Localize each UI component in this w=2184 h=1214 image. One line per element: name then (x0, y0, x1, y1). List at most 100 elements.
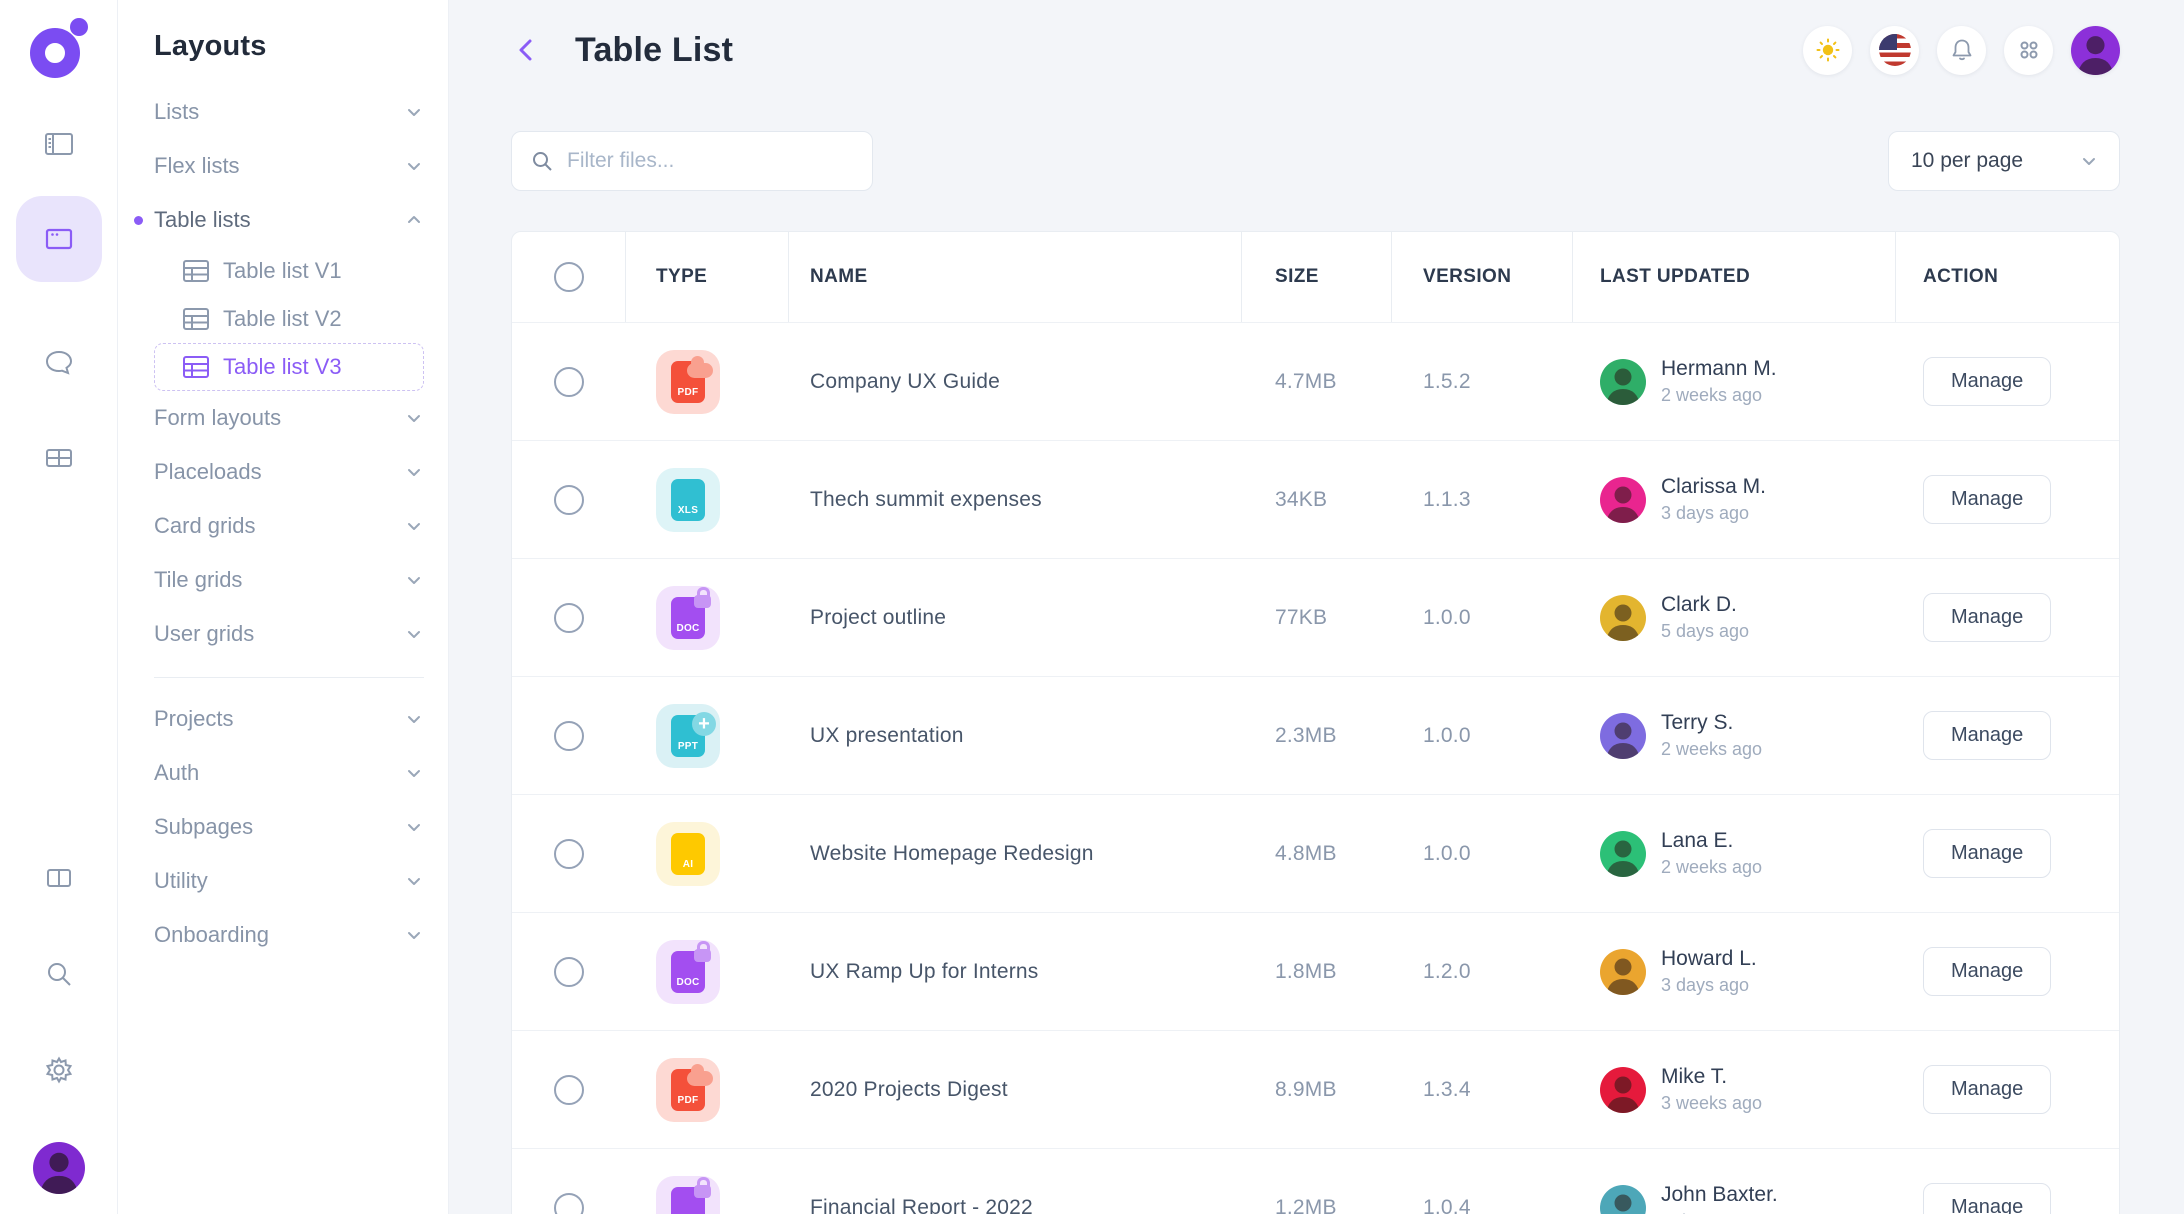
row-checkbox[interactable] (554, 366, 584, 397)
user-avatar (1600, 712, 1646, 759)
file-type-label: PPT (677, 740, 699, 752)
file-version: 1.3.4 (1423, 1077, 1471, 1101)
file-version: 1.2.0 (1423, 959, 1471, 983)
row-checkbox[interactable] (554, 956, 584, 987)
user-avatar (1600, 1184, 1646, 1214)
sidebar-group-item[interactable]: Onboarding (154, 908, 424, 962)
sidebar-item-label: Table list V3 (223, 354, 342, 379)
row-checkbox[interactable] (554, 484, 584, 515)
sidebar-group-item[interactable]: Utility (154, 854, 424, 908)
manage-button[interactable]: Manage (1923, 947, 2052, 996)
chevron-down-icon (408, 770, 420, 777)
row-checkbox[interactable] (554, 838, 584, 869)
sidebar: Layouts Lists Flex lists Table lists Tab… (118, 0, 449, 1214)
chevron-down-icon (408, 216, 420, 223)
sidebar-group-item[interactable]: Projects (154, 692, 424, 746)
table-row: DOC Project outline 77KB 1.0.0 Clark D. … (512, 558, 2119, 676)
sidebar-item-label: Auth (154, 760, 200, 785)
user-avatar (1600, 1066, 1646, 1113)
app-logo[interactable] (28, 18, 90, 80)
column-header-type: TYPE (626, 232, 789, 322)
apps-button[interactable] (2004, 25, 2053, 75)
row-checkbox[interactable] (554, 720, 584, 751)
file-type-label: DOC (676, 622, 700, 634)
file-type-icon: PPT + (656, 703, 720, 768)
grid-icon[interactable] (43, 442, 75, 474)
manage-button[interactable]: Manage (1923, 829, 2052, 878)
sidebar-item-label: Projects (154, 706, 234, 731)
window-icon-active[interactable] (15, 196, 102, 282)
file-size: 2.3MB (1275, 723, 1337, 747)
theme-toggle-button[interactable] (1803, 25, 1852, 75)
header-user-avatar[interactable] (2071, 25, 2120, 75)
apps-grid-icon (2020, 41, 2037, 59)
file-type-badge-icon (694, 940, 711, 962)
sidebar-group-item[interactable]: Subpages (154, 800, 424, 854)
sidebar-group-item[interactable]: Table lists (134, 193, 424, 247)
sidebar-group-item[interactable]: Placeloads (154, 445, 424, 499)
sidebar-group-item[interactable]: Lists (154, 85, 424, 139)
manage-button[interactable]: Manage (1923, 1183, 2052, 1214)
rail-user-avatar[interactable] (32, 1142, 85, 1194)
select-all-checkbox[interactable] (553, 262, 584, 292)
sidebar-group-item[interactable]: Form layouts (154, 391, 424, 445)
sidebar-sub-item[interactable]: Table list V3 (154, 343, 424, 391)
updated-time: 3 weeks ago (1661, 1093, 1763, 1113)
file-version: 1.0.0 (1423, 723, 1471, 747)
back-chevron-icon[interactable] (511, 35, 541, 65)
notifications-button[interactable] (1937, 25, 1986, 75)
bell-icon (1952, 39, 1971, 61)
manage-button[interactable]: Manage (1923, 711, 2052, 760)
language-button[interactable] (1870, 25, 1919, 75)
file-type-icon: PDF (656, 1057, 720, 1122)
file-type-icon: DOC (656, 939, 720, 1004)
file-version: 1.0.4 (1423, 1195, 1471, 1214)
file-type-icon: XLS (656, 467, 720, 532)
gear-icon[interactable] (43, 1054, 75, 1086)
file-type-icon: DOC (656, 1175, 720, 1214)
file-type-icon: AI (656, 821, 720, 886)
file-version: 1.1.3 (1423, 487, 1471, 511)
table-header: TYPE NAME SIZE VERSION LAST UPDATED ACTI… (512, 232, 2119, 322)
table-row: XLS Thech summit expenses 34KB 1.1.3 Cla… (512, 440, 2119, 558)
user-avatar (1600, 594, 1646, 641)
manage-button[interactable]: Manage (1923, 475, 2052, 524)
columns-icon[interactable] (43, 862, 75, 894)
search-icon[interactable] (43, 958, 75, 990)
sidebar-group-item[interactable]: Tile grids (154, 553, 424, 607)
sidebar-sub-item[interactable]: Table list V1 (154, 247, 424, 295)
row-checkbox[interactable] (554, 1192, 584, 1214)
sidebar-item-label: Lists (154, 99, 200, 124)
chevron-down-icon (408, 415, 420, 422)
per-page-select[interactable]: 10 per page (1888, 131, 2120, 191)
sidebar-sub-item[interactable]: Table list V2 (154, 295, 424, 343)
file-size: 77KB (1275, 605, 1328, 629)
sidebar-item-label: Form layouts (154, 405, 282, 430)
file-type-badge-icon (694, 1176, 711, 1198)
sidebar-item-label: Subpages (154, 814, 254, 839)
manage-button[interactable]: Manage (1923, 1065, 2052, 1114)
sidebar-group-item[interactable]: User grids (154, 607, 424, 661)
file-type-badge-icon (694, 586, 711, 608)
file-type-label: PDF (677, 1094, 699, 1106)
row-checkbox[interactable] (554, 1074, 584, 1105)
user-avatar (1600, 358, 1646, 405)
manage-button[interactable]: Manage (1923, 593, 2052, 642)
file-type-label: DOC (676, 976, 700, 988)
file-type-badge-icon: + (692, 711, 716, 736)
manage-button[interactable]: Manage (1923, 357, 2052, 406)
filter-input-wrap (511, 131, 873, 191)
row-checkbox[interactable] (554, 602, 584, 633)
sidebar-divider (154, 677, 424, 678)
filter-input[interactable] (567, 149, 854, 173)
sidebar-group-item[interactable]: Card grids (154, 499, 424, 553)
file-name: UX presentation (810, 723, 964, 747)
sidebar-group-item[interactable]: Flex lists (154, 139, 424, 193)
file-name: Thech summit expenses (810, 487, 1042, 511)
column-header-name: NAME (789, 232, 1242, 322)
file-size: 34KB (1275, 487, 1328, 511)
panel-layout-icon[interactable] (43, 128, 75, 160)
sidebar-group-item[interactable]: Auth (154, 746, 424, 800)
table-icon (183, 260, 209, 282)
chat-icon[interactable] (43, 346, 75, 378)
